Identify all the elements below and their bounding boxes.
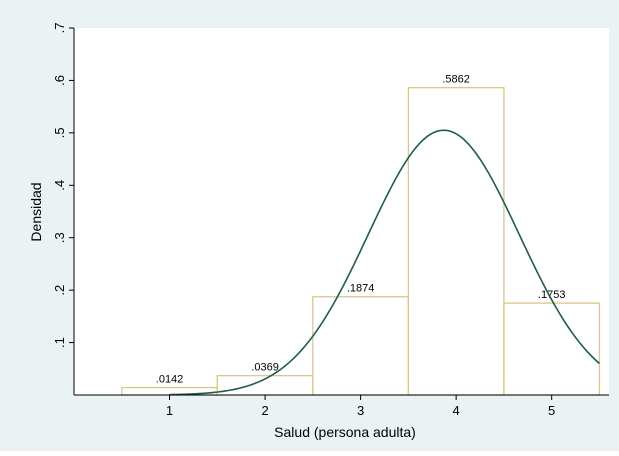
plot-area [74,28,609,395]
bar-value-label: .5862 [442,74,470,86]
bar-value-label: .0142 [156,374,184,386]
y-tick-label: .7 [52,23,67,34]
y-axis-title: Densidad [28,182,44,241]
bar-labels-layer: .0142 .0369 .1874 .5862 .1753 [156,74,566,386]
y-tick-label: .4 [52,180,67,191]
y-tick-label: .6 [52,75,67,86]
x-tick-label: 3 [357,403,364,418]
y-tick-label: .2 [52,285,67,296]
x-axis-ticks: 1 2 3 4 5 [166,395,555,418]
bar-value-label: .1874 [347,283,375,295]
y-tick-label: .5 [52,127,67,138]
y-tick-label: .1 [52,337,67,348]
y-axis-ticks: .1 .2 .3 .4 .5 .6 .7 [52,23,74,348]
bar-value-label: .1753 [538,289,566,301]
normal-density-curve [169,129,600,396]
x-tick-label: 4 [453,403,460,418]
x-axis-title: Salud (persona adulta) [274,424,416,440]
y-tick-label: .3 [52,232,67,243]
x-tick-label: 5 [548,403,555,418]
x-tick-label: 1 [166,403,173,418]
x-tick-label: 2 [261,403,268,418]
bar-value-label: .0369 [251,362,279,374]
